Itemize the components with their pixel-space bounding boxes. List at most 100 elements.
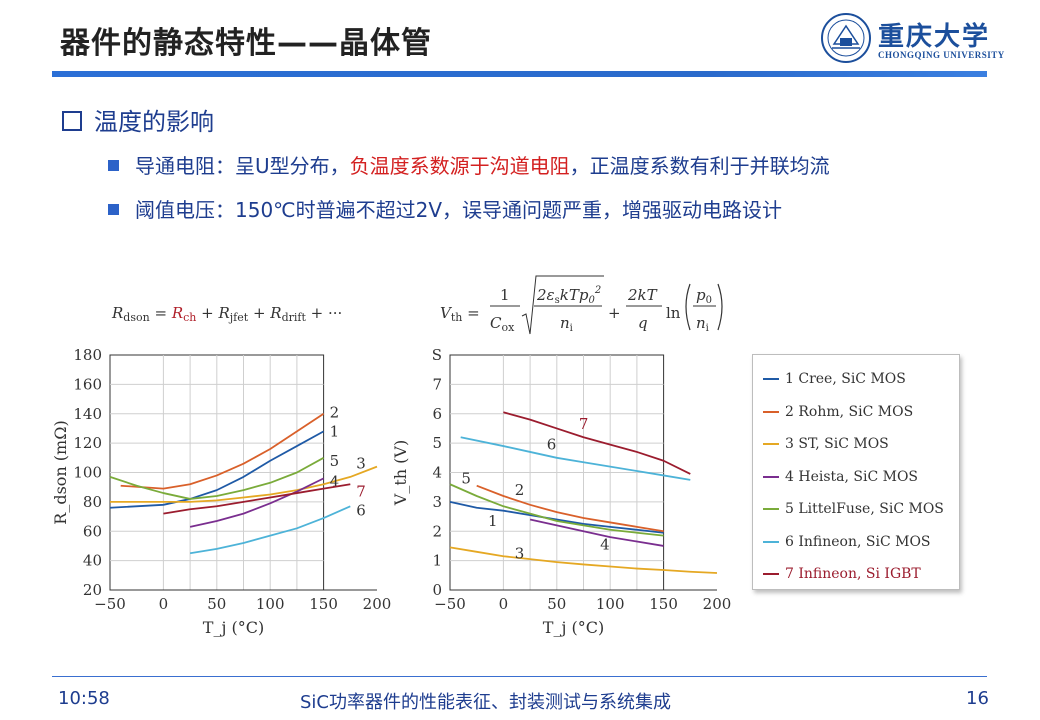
y-tick-label: 40: [83, 552, 102, 570]
y-tick-label: 80: [83, 493, 102, 511]
legend-swatch: [763, 443, 779, 446]
footer-page-number: 16: [966, 688, 989, 709]
legend-item: 2 Rohm, SiC MOS: [753, 396, 959, 429]
series-label-3: 3: [515, 544, 525, 562]
legend-swatch: [763, 378, 779, 381]
university-name-en: CHONGQING UNIVERSITY: [878, 50, 1005, 60]
y-tick-label: 7: [432, 375, 442, 393]
section-heading-text: 温度的影响: [94, 108, 214, 136]
y-tick-label: 1: [432, 552, 442, 570]
plot-frame: [449, 354, 665, 591]
legend-item: 5 LittelFuse, SiC MOS: [753, 493, 959, 526]
legend-label: 1 Cree, SiC MOS: [785, 371, 906, 388]
square-bullet-icon: [108, 204, 119, 215]
bullet-text-emphasis: 负温度系数源于沟道电阻: [349, 154, 570, 178]
x-tick-label: 150: [309, 595, 338, 613]
checkbox-bullet-icon: [62, 111, 82, 131]
series-line-1: [449, 500, 664, 534]
svg-text:ln: ln: [666, 304, 681, 322]
series-label-4: 4: [330, 472, 340, 490]
legend-label: 2 Rohm, SiC MOS: [785, 403, 914, 420]
y-tick-label: 6: [432, 405, 442, 423]
y-tick-label: 20: [83, 581, 102, 599]
series-label-3: 3: [356, 455, 366, 473]
series-line-3: [449, 546, 718, 574]
university-logo: 重庆大学 CHONGQING UNIVERSITY: [820, 12, 1030, 68]
series-label-5: 5: [461, 469, 471, 487]
footer-time: 10:58: [58, 688, 110, 709]
legend-item: 1 Cree, SiC MOS: [753, 363, 959, 396]
series-line-4: [529, 518, 664, 547]
series-label-1: 1: [330, 422, 340, 440]
y-tick-label: 5: [432, 434, 442, 452]
x-axis-label: T_j (°C): [543, 618, 604, 637]
series-line-2: [476, 484, 664, 533]
x-tick-label: 200: [703, 595, 732, 613]
series-line-6: [189, 505, 351, 555]
square-bullet-icon: [108, 160, 119, 171]
series-label-6: 6: [547, 436, 557, 454]
legend-item: 6 Infineon, SiC MOS: [753, 526, 959, 559]
y-axis-label: R_dson (mΩ): [51, 420, 70, 524]
x-tick-label: 50: [207, 595, 226, 613]
series-line-1: [109, 430, 325, 509]
legend-item: 7 Infineon, Si IGBT: [753, 558, 959, 591]
x-tick-label: 150: [649, 595, 678, 613]
legend-label: 4 Heista, SiC MOS: [785, 468, 919, 485]
chart-2-equation: Vth = 1 Cox 2εskTp02 ni + 2kT q ln p0 ni: [440, 275, 723, 335]
legend-label: 5 LittelFuse, SiC MOS: [785, 501, 944, 518]
series-line-2: [120, 412, 325, 490]
x-tick-label: 50: [547, 595, 566, 613]
y-tick-label: 60: [83, 522, 102, 540]
series-line-6: [460, 436, 691, 481]
y-tick-label: 4: [432, 464, 442, 482]
legend-label: 6 Infineon, SiC MOS: [785, 533, 931, 550]
x-tick-label: 0: [159, 595, 169, 613]
plot-frame: [109, 354, 325, 591]
legend-item: 4 Heista, SiC MOS: [753, 461, 959, 494]
legend-swatch: [763, 475, 779, 478]
legend-item: 3 ST, SiC MOS: [753, 428, 959, 461]
svg-text:ni: ni: [696, 314, 709, 334]
x-tick-label: 0: [499, 595, 509, 613]
series-label-7: 7: [579, 415, 589, 433]
chart-1-equation: Rdson = Rch + Rjfet + Rdrift + ···: [111, 304, 342, 324]
bullet-on-resistance: 导通电阻：呈U型分布，负温度系数源于沟道电阻，正温度系数有利于并联均流: [108, 150, 830, 179]
y-tick-label: 100: [73, 464, 102, 482]
series-label-2: 2: [515, 481, 525, 499]
x-tick-label: −50: [434, 595, 466, 613]
series-label-6: 6: [356, 502, 366, 520]
y-axis-label: V_th (V): [391, 440, 410, 506]
y-tick-label: 120: [73, 434, 102, 452]
svg-text:+: +: [608, 304, 621, 322]
x-axis-label: T_j (°C): [203, 618, 264, 637]
y-tick-label: S: [432, 346, 442, 364]
svg-text:q: q: [638, 314, 648, 332]
series-label-7: 7: [356, 483, 366, 501]
bullet-threshold-voltage: 阈值电压：150℃时普遍不超过2V，误导通问题严重，增强驱动电路设计: [108, 194, 782, 223]
header-rule: [52, 71, 987, 77]
legend-swatch: [763, 540, 779, 543]
legend-swatch: [763, 508, 779, 511]
bullet-text-part: 导通电阻：呈U型分布，: [135, 154, 350, 178]
x-tick-label: −50: [94, 595, 126, 613]
footer-course-title: SiC功率器件的性能表征、封装测试与系统集成: [300, 692, 671, 713]
university-emblem-icon: [821, 13, 871, 63]
svg-text:ni: ni: [560, 314, 573, 334]
chart-rdson: −50 0 50 100 150 200 20 40 60 80 100 120 140 160 180 T_…: [51, 346, 391, 637]
legend-swatch: [763, 410, 779, 413]
slide-title: 器件的静态特性——晶体管: [60, 26, 432, 61]
legend-label: 3 ST, SiC MOS: [785, 436, 889, 453]
series-line-5: [449, 483, 664, 537]
footer-rule: [52, 676, 987, 677]
x-tick-label: 100: [256, 595, 285, 613]
svg-text:p0: p0: [696, 286, 712, 306]
series-line-5: [109, 457, 325, 500]
y-tick-label: 180: [73, 346, 102, 364]
y-tick-label: 140: [73, 405, 102, 423]
y-tick-label: 2: [432, 522, 442, 540]
series-line-7: [163, 483, 351, 515]
legend-swatch: [763, 573, 779, 576]
svg-text:1: 1: [500, 286, 510, 304]
